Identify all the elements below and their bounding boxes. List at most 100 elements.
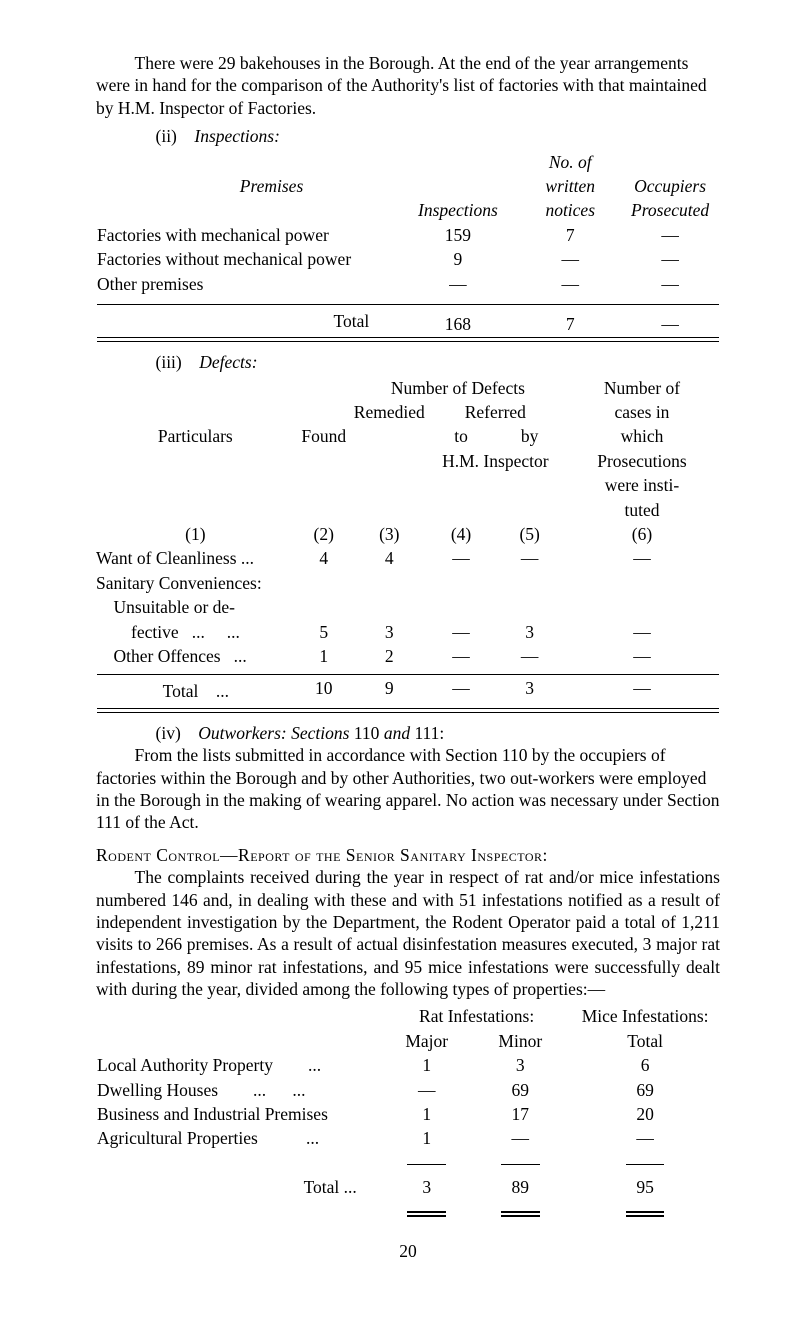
rule [407,1211,446,1217]
rat-hdr: Mice Infestations: [570,1004,720,1028]
def-cell: Want of Cleanliness ... [96,546,296,570]
insp-row: Factories without mechanical power 9 — — [96,247,720,271]
def-cell: 5 [296,620,352,644]
insp-hdr-prosecuted: Prosecuted [620,198,720,222]
def-cell: — [564,620,720,644]
iv-num: (iv) [156,723,199,743]
rodent-heading: Rodent Control—Report of the Senior Sani… [96,844,720,866]
defects-table: Number of Defects Number of Remedied Ref… [96,376,720,714]
rat-cell: 69 [470,1078,570,1102]
insp-cell: — [520,247,620,271]
rat-cell: 6 [570,1053,720,1077]
def-cell: 1 [296,644,352,668]
insp-hdr-inspections: Inspections [396,198,521,222]
insp-hdr-premises: Premises [96,174,396,198]
insp-cell: — [520,272,620,296]
def-cell: 4 [296,546,352,570]
def-total-label: Total ... [96,676,296,706]
rule [626,1164,665,1165]
def-hdr: by [495,424,564,448]
def-cell: — [564,644,720,668]
def-hdr: which [564,424,720,448]
rat-hdr: Rat Infestations: [383,1004,570,1028]
insp-total-label: Total [96,306,396,336]
rat-cell: 3 [383,1175,470,1199]
rat-cell: Business and Industrial Premises [96,1102,383,1126]
insp-row-label: Factories with mechanical power [96,223,396,247]
rule [97,304,719,305]
rat-cell: — [383,1078,470,1102]
rat-row: Local Authority Property ... 1 3 6 [96,1053,720,1077]
insp-hdr-written: written [520,174,620,198]
insp-total-row: Total 168 7 — [96,306,720,336]
def-hdr: tuted [564,498,720,522]
rule [626,1211,665,1217]
def-coln: (5) [495,522,564,546]
rat-cell: 89 [470,1175,570,1199]
iv-title: Outworkers: Sections [198,723,349,743]
def-cell: — [427,676,496,706]
iv-and: and [384,723,410,743]
def-coln: (1) [96,522,296,546]
insp-cell: 159 [396,223,521,247]
def-total-row: Total ... 10 9 — 3 — [96,676,720,706]
insp-cell: — [620,306,720,336]
rat-cell: Local Authority Property ... [96,1053,383,1077]
insp-hdr-occupiers: Occupiers [620,174,720,198]
iv-title-tail2: 111: [410,723,444,743]
section-iii-label: (iii) Defects: [117,351,720,373]
def-colnums: (1) (2) (3) (4) (5) (6) [96,522,720,546]
def-cell: 3 [495,620,564,644]
rat-cell: 69 [570,1078,720,1102]
def-hdr: Found [296,424,352,448]
def-hdr: Referred [427,400,564,424]
insp-cell: 7 [520,223,620,247]
insp-row-label: Factories without mechanical power [96,247,396,271]
def-row: Unsuitable or de- [96,595,720,619]
rat-cell: Agricultural Properties ... [96,1126,383,1150]
insp-cell: — [620,223,720,247]
rat-hdr: Minor [470,1029,570,1053]
def-cell: — [427,644,496,668]
rat-cell: 1 [383,1126,470,1150]
section-ii-label: (ii) Inspections: [117,125,720,147]
def-row: Other Offences ... 1 2 — — — [96,644,720,668]
def-row: Sanitary Conveniences: [96,571,720,595]
rat-cell: 1 [383,1102,470,1126]
iv-paragraph: From the lists submitted in accordance w… [96,744,720,834]
def-row: Want of Cleanliness ... 4 4 — — — [96,546,720,570]
def-cell: — [427,546,496,570]
def-cell: 3 [495,676,564,706]
rat-cell: — [570,1126,720,1150]
ii-num: (ii) [156,126,195,146]
rule [407,1164,446,1165]
rodent-heading-text: Rodent Control—Report of the Senior Sani… [96,845,548,865]
def-coln: (3) [352,522,427,546]
def-cell: — [427,620,496,644]
rat-table: Rat Infestations: Mice Infestations: Maj… [96,1004,720,1224]
rodent-paragraph: The complaints received during the year … [96,866,720,1000]
insp-cell: — [396,272,521,296]
def-cell: fective ... ... [96,620,296,644]
document-page: There were 29 bakehouses in the Borough.… [0,0,800,1337]
def-hdr: to [427,424,496,448]
rat-row: Dwelling Houses ... ... — 69 69 [96,1078,720,1102]
def-hdr: Prosecutions [564,449,720,473]
insp-cell: — [620,247,720,271]
inspections-table: No. of Premises written Occupiers Inspec… [96,150,720,344]
def-cell: Sanitary Conveniences: [96,571,296,595]
rat-hdr: Total [570,1029,720,1053]
rat-row: Agricultural Properties ... 1 — — [96,1126,720,1150]
insp-row: Factories with mechanical power 159 7 — [96,223,720,247]
rat-cell: 17 [470,1102,570,1126]
def-cell: — [495,546,564,570]
def-coln: (4) [427,522,496,546]
def-hdr: Number of [564,376,720,400]
ii-title: Inspections: [194,126,280,146]
insp-cell: — [620,272,720,296]
def-coln: (6) [564,522,720,546]
intro-paragraph: There were 29 bakehouses in the Borough.… [96,52,720,119]
page-number: 20 [96,1240,720,1262]
rat-cell: Dwelling Houses ... ... [96,1078,383,1102]
rule [501,1211,540,1217]
